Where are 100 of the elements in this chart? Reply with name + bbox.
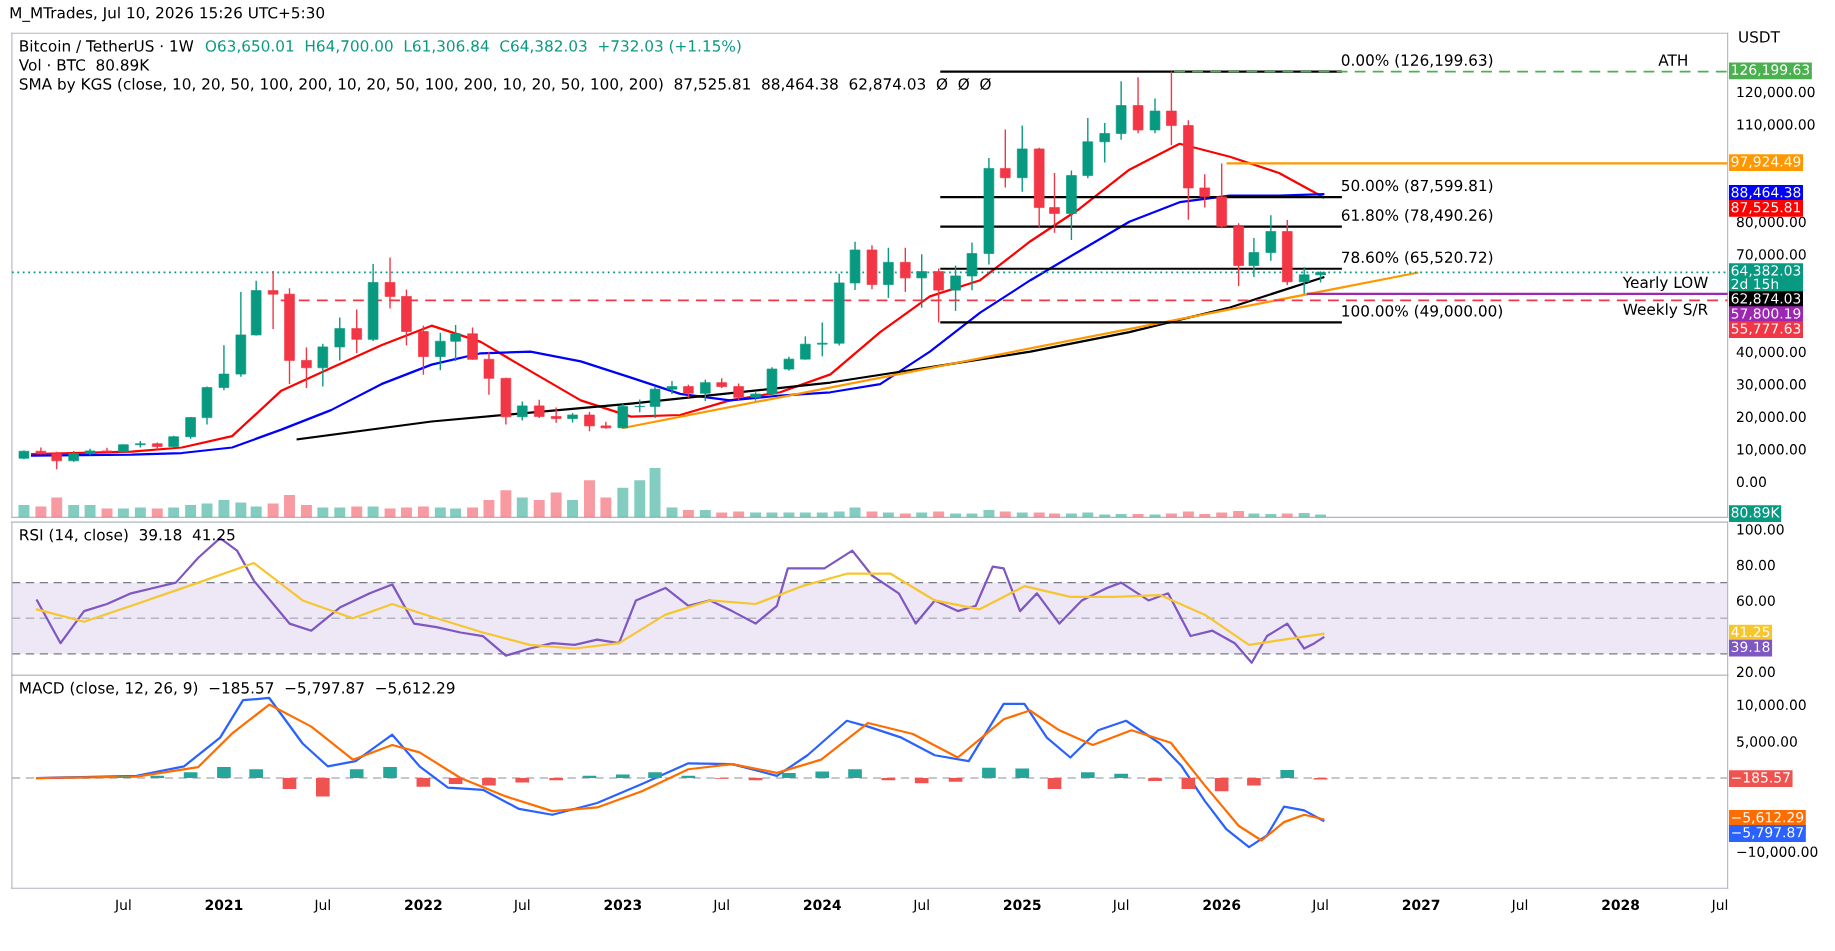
text: 39.18 [1731, 641, 1770, 653]
x-tick-label: Jul [1112, 899, 1129, 913]
line-series [35, 561, 1325, 650]
y-tick-label: 80.00 [1736, 559, 1775, 571]
chart-title: MACD (close, 12, 26, 9) −185.57 −5,797.87 −5,612.29 [20, 681, 455, 696]
bar [68, 504, 80, 518]
bar [933, 511, 945, 518]
bar [334, 507, 346, 518]
annotation: 0.00% (126,199.63) [1341, 54, 1493, 68]
bar [1080, 772, 1095, 779]
bar [1216, 512, 1228, 518]
bar [1315, 514, 1327, 518]
annotation: SMA by KGS (close, 10, 20, 50, 100, 200, 10, 20, 50, 100, 200, 10, 20, 50, 100, 200) 87,525.81 88,464.38 62,874.03 Ø Ø Ø [19, 77, 991, 93]
annotation: Yearly LOW [1622, 276, 1708, 292]
bar [615, 774, 630, 779]
candlestick [900, 247, 911, 293]
bar [999, 511, 1011, 518]
text: 87,525.81 [1731, 201, 1801, 214]
x-tick-label: Jul [1710, 899, 1728, 913]
bar [300, 504, 312, 518]
annotation: Weekly S/R [1623, 303, 1708, 318]
bar [666, 507, 678, 518]
bar [1114, 773, 1128, 779]
x-tick-label: Jul [712, 899, 729, 913]
bar [617, 487, 629, 518]
bar [733, 511, 745, 518]
bar [799, 512, 811, 518]
annotation: 50.00% (87,599.81) [1341, 179, 1493, 194]
bar [1047, 778, 1062, 790]
bar [899, 513, 911, 518]
candlestick [533, 399, 545, 419]
candlestick [1149, 97, 1161, 134]
candlestick [617, 403, 629, 429]
bar [416, 778, 431, 787]
bar [500, 490, 512, 518]
x-tick-label: Jul [1311, 899, 1328, 913]
y-tick-label: 40,000.00 [1736, 346, 1806, 359]
candlestick [700, 378, 711, 402]
x-tick-label: Jul [1510, 899, 1528, 913]
bar [235, 502, 247, 518]
bar [782, 772, 796, 779]
candlestick [649, 386, 661, 419]
y-tick-label: 110,000.00 [1737, 119, 1815, 132]
candlestick [301, 346, 312, 389]
candlestick [1265, 214, 1277, 262]
y-tick-label: 70,000.00 [1737, 249, 1806, 262]
bar [649, 467, 661, 518]
x-tick-label: 2024 [804, 899, 841, 911]
bar [349, 769, 364, 779]
candlestick [1000, 128, 1011, 189]
y-tick-label: 120,000.00 [1737, 86, 1815, 99]
bar [648, 772, 662, 779]
y-tick-label: 0.00 [1736, 476, 1766, 488]
bar [916, 512, 928, 518]
bar [316, 778, 330, 797]
bar [833, 511, 845, 518]
y-axis-title: USDT [1739, 31, 1780, 43]
bar [1099, 514, 1111, 518]
annotation: 78.60% (65,520.72) [1342, 251, 1493, 265]
bar [351, 506, 363, 518]
annotation: ATH [1658, 54, 1687, 66]
bar [134, 507, 146, 518]
data-label: 55,777.63 [1731, 323, 1801, 336]
bar [448, 778, 463, 784]
candlestick [483, 350, 495, 396]
data-label: 126,199.63 [1732, 64, 1810, 77]
x-tick-label: Jul [313, 899, 330, 913]
candlestick [666, 380, 678, 395]
line-series [31, 142, 1325, 456]
bar [117, 508, 129, 518]
bar [982, 767, 996, 779]
chart-subtitle: O63,650.01 H64,700.00 L61,306.84 C64,382.03 +732.03 (+1.15%) [205, 39, 741, 54]
bar [549, 778, 563, 781]
y-tick-label: 20.00 [1737, 666, 1775, 678]
candlestick [1049, 172, 1060, 234]
text: 88,464.38 [1731, 186, 1801, 199]
bar [1082, 512, 1094, 518]
bar [1149, 514, 1161, 518]
candlestick [351, 308, 362, 354]
bar [35, 506, 47, 518]
chart-title: RSI (14, close) 39.18 41.25 [20, 528, 235, 543]
x-tick-label: 2023 [604, 899, 642, 911]
bar [1247, 778, 1261, 786]
x-tick-label: Jul [114, 899, 131, 913]
candlestick [584, 411, 595, 432]
text: 80.89K [1731, 507, 1780, 518]
x-tick-label: 2022 [405, 899, 442, 911]
bar [1148, 778, 1162, 781]
bar [815, 771, 830, 779]
candlestick [550, 406, 562, 424]
y-tick-label: 5,000.00 [1737, 736, 1797, 749]
bar [168, 507, 180, 518]
bar [467, 507, 479, 518]
bar [634, 480, 646, 518]
bar [282, 778, 297, 790]
line-series [31, 193, 1325, 457]
y-tick-label: 10,000.00 [1737, 444, 1806, 457]
text: −185.57 [1732, 772, 1790, 783]
bar [1248, 513, 1260, 518]
bar [267, 503, 279, 518]
